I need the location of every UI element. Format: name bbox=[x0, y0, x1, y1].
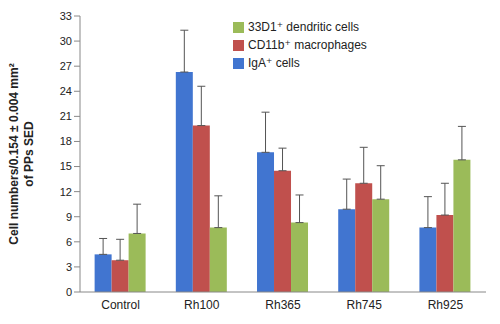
svg-text:Rh745: Rh745 bbox=[347, 298, 383, 312]
svg-text:Rh365: Rh365 bbox=[265, 298, 301, 312]
svg-text:6: 6 bbox=[66, 236, 72, 248]
html-text:CD11b⁺ macrophages: CD11b⁺ macrophages bbox=[248, 38, 367, 52]
svg-text:33: 33 bbox=[60, 10, 72, 22]
html-text:IgA⁺ cells: IgA⁺ cells bbox=[248, 56, 300, 70]
svg-text:3: 3 bbox=[66, 261, 72, 273]
svg-text:Rh925: Rh925 bbox=[428, 298, 464, 312]
svg-text:30: 30 bbox=[60, 35, 72, 47]
svg-text:18: 18 bbox=[60, 135, 72, 147]
html-text:33D1⁺ dendritic cells: 33D1⁺ dendritic cells bbox=[248, 20, 360, 34]
svg-text:27: 27 bbox=[60, 60, 72, 72]
svg-text:Control: Control bbox=[101, 298, 140, 312]
svg-text:12: 12 bbox=[60, 186, 72, 198]
svg-text:0: 0 bbox=[66, 286, 72, 298]
svg-text:9: 9 bbox=[66, 211, 72, 223]
svg-text:15: 15 bbox=[60, 160, 72, 172]
svg-text:21: 21 bbox=[60, 110, 72, 122]
svg-text:24: 24 bbox=[60, 85, 72, 97]
svg-text:Rh100: Rh100 bbox=[184, 298, 220, 312]
svg-text:Cell numbers/0.154 ± 0.004 mm²: Cell numbers/0.154 ± 0.004 mm²of PPs SED bbox=[8, 63, 36, 244]
